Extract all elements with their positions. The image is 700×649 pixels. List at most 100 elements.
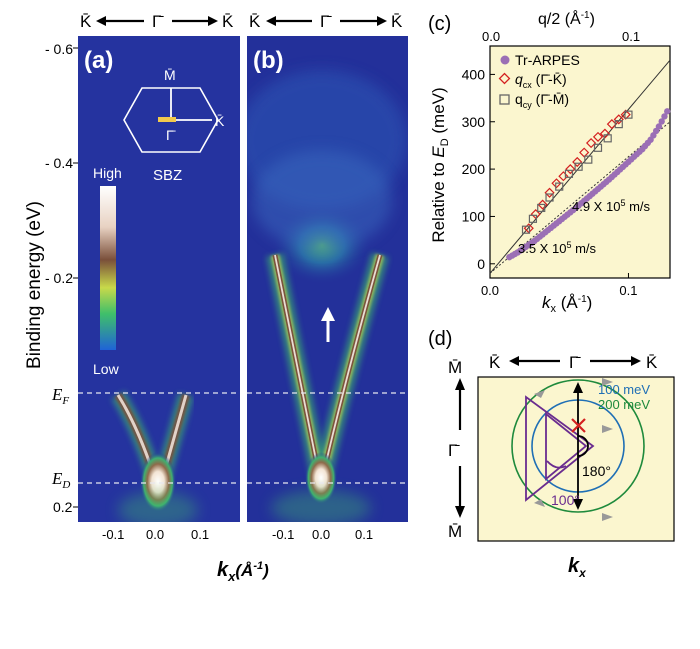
- qcy-point: [528, 214, 538, 223]
- legend-marker-qcy: [499, 94, 510, 105]
- y-axis-label: Binding energy (eV): [24, 201, 45, 369]
- angle-180-label: 180°: [582, 463, 611, 479]
- chart-c-top-tick-01: 0.1: [622, 29, 640, 44]
- legend-label-tr-arpes: Tr-ARPES: [515, 52, 580, 68]
- spin-texture-arrows: [534, 378, 613, 521]
- scattering-triangle-outer: [525, 395, 595, 502]
- ef-label: EF: [51, 385, 69, 407]
- qcy-point: [614, 120, 623, 129]
- a-x-tick-neg01: -0.1: [102, 527, 124, 542]
- sbz-inset: M̄ K̄ Γ̄ SBZ: [123, 67, 225, 184]
- qcy-point: [624, 110, 633, 119]
- backscatter-vector: [573, 382, 589, 510]
- qcx-point: [620, 109, 631, 120]
- qcy-point: [521, 225, 531, 234]
- angle-100-label: 100°: [551, 492, 580, 508]
- sbz-hexagon: [123, 87, 219, 153]
- ed-label: ED: [51, 469, 70, 491]
- qcx-point: [592, 131, 604, 142]
- contour-200mev-label: 200 meV: [598, 397, 650, 412]
- colorbar-high-label: High: [93, 165, 122, 181]
- y-tick-neg04: - 0.4: [45, 155, 73, 171]
- b-dir-k-left: K̄: [249, 12, 261, 31]
- intensity-colorbar: [100, 186, 116, 350]
- colorbar-low-label: Low: [93, 361, 120, 377]
- angle-arc-100: [546, 460, 567, 469]
- legend-marker-qcx: [498, 72, 511, 85]
- tr-arpes-point: [655, 123, 663, 130]
- sbz-k-label: K̄: [215, 113, 225, 129]
- fermi-surface-x-label: kx: [568, 555, 587, 580]
- chart-c-plot-area: [489, 45, 671, 279]
- qcx-point: [585, 137, 597, 149]
- qcy-point: [555, 182, 564, 191]
- annotation-velocity-49: 4.9 X 105 m/s: [572, 198, 651, 214]
- panel-b-direction: K̄ Γ̄ K̄: [249, 12, 403, 31]
- d-dir-gamma: Γ̄: [569, 353, 581, 372]
- panel-b: (b) -0.1 0.0 0.1 K̄ Γ̄ K̄: [247, 12, 408, 542]
- chart-c-y-tick-label: 300: [462, 114, 486, 130]
- forbidden-backscatter-cross: [571, 418, 586, 433]
- d-dir-gamma-v: Γ̄: [448, 441, 460, 460]
- y-tick-neg06: - 0.6: [45, 41, 73, 57]
- chart-c-x-tick-label: 0.1: [619, 283, 637, 298]
- scattering-triangle-inner: [545, 412, 588, 481]
- d-dir-m-top: M̄: [448, 358, 462, 377]
- chart-c-y-tick-label: 100: [462, 208, 486, 224]
- qcy-point: [603, 134, 612, 143]
- arpes-x-axis-label: kx(Å-1): [217, 559, 269, 584]
- legend-label-qcx: qcx (Γ̄-K̄): [515, 71, 567, 90]
- chart-c-top-tick-00: 0.0: [482, 29, 500, 44]
- chart-c-top-axis-label: q/2 (Å-1): [538, 9, 595, 28]
- chart-c-legend: Tr-ARPES qcx (Γ̄-K̄) qcy (Γ̄-M̄): [498, 52, 580, 110]
- chart-c-marks: 0 100 200 300 400 0.0 0.1: [462, 59, 671, 298]
- legend-marker-tr-arpes: [500, 55, 510, 65]
- qcy-point: [545, 193, 554, 202]
- annotation-velocity-35: 3.5 X 105 m/s: [518, 240, 597, 256]
- qcx-point: [579, 147, 590, 158]
- panel-d: (d) K̄ Γ̄ K̄ M̄ Γ̄ M̄ 100 meV 200 meV: [428, 328, 675, 580]
- contour-100mev-label: 100 meV: [598, 382, 650, 397]
- contour-200mev: [511, 379, 645, 513]
- panel-d-letter: (d): [428, 328, 452, 350]
- a-x-tick-01: 0.1: [191, 527, 209, 542]
- qcy-point: [537, 203, 546, 213]
- qcx-point: [613, 114, 624, 125]
- chart-c-x-label: kx (Å-1): [542, 293, 592, 315]
- fit-line-0: [489, 59, 671, 274]
- qcx-point: [544, 187, 555, 198]
- a-dir-k-right: K̄: [222, 12, 234, 31]
- tr-arpes-point: [661, 113, 668, 120]
- qcy-point: [584, 155, 593, 164]
- panel-b-letter: (b): [253, 47, 284, 74]
- chart-c-x-tick-label: 0.0: [481, 283, 499, 298]
- d-dir-k-right: K̄: [646, 353, 658, 372]
- scattering-vectors: [525, 395, 595, 502]
- angle-arc-180: [577, 435, 589, 457]
- sbz-m-label: M̄: [164, 67, 176, 83]
- qcx-point: [599, 128, 611, 139]
- d-dir-m-bottom: M̄: [448, 522, 462, 541]
- legend-label-qcy: qcy (Γ̄-M̄): [515, 91, 569, 110]
- qcy-point: [574, 162, 583, 171]
- sbz-cut-marker: [158, 117, 176, 122]
- sbz-gamma-label: Γ̄: [166, 127, 176, 143]
- qcx-point: [551, 178, 562, 189]
- y-tick-02: 0.2: [53, 499, 73, 515]
- panel-c: (c) 0 100 200 300 400 0.0 0.1 q/2 (Å-1) 0.0 0.…: [428, 9, 671, 315]
- panel-d-vertical-direction: M̄ Γ̄ M̄: [448, 358, 465, 541]
- tr-arpes-point: [658, 118, 665, 125]
- b-dir-k-right: K̄: [391, 12, 403, 31]
- b-dir-gamma: Γ̄: [320, 12, 332, 31]
- panel-a-direction: K̄ Γ̄ K̄: [80, 12, 234, 31]
- up-arrow-marker: [321, 307, 335, 342]
- panel-d-direction: K̄ Γ̄ K̄: [489, 353, 658, 372]
- qcy-point: [564, 169, 574, 178]
- b-x-tick-00: 0.0: [312, 527, 330, 542]
- chart-c-y-tick-label: 200: [462, 161, 486, 177]
- b-x-tick-neg01: -0.1: [272, 527, 294, 542]
- qcx-point: [606, 119, 617, 130]
- chart-c-y-tick-label: 400: [462, 66, 486, 82]
- a-x-tick-00: 0.0: [146, 527, 164, 542]
